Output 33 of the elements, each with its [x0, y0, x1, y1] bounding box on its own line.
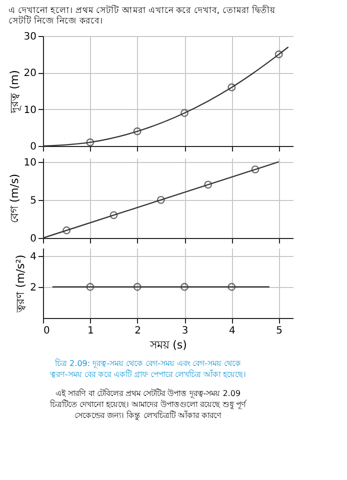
y-axis-title: ত্বরণ (m/s²) — [14, 254, 28, 314]
x-tick-label: 3 — [182, 326, 188, 336]
y-tick-label: 0 — [30, 234, 36, 244]
point — [86, 138, 94, 146]
text: চিত্র 2.09: দূরত্ব-সময় থেকে বেগ-সময় এবং বেগ-সময় থেকে ত্বরণ-সময় বের করে একটি গ্রাফ পেপারে লেখচিত্র আঁকা হয়েছে। — [48, 359, 246, 379]
x-tick-label: 5 — [276, 326, 283, 336]
point — [274, 50, 283, 58]
x-tick-label: 2 — [134, 326, 142, 336]
point — [251, 165, 260, 174]
y-tick-label: 2 — [30, 282, 36, 294]
point — [204, 180, 212, 189]
point — [156, 196, 165, 204]
chart-title: এ দেখানো হলো। প্রথম সেটটি আমরা এখানে করে দেখাব, তোমরা দ্বিতীয় সেটটি নিজে নিজে করবে। — [8, 4, 276, 26]
y-axis-title: দূরত্ব (m) — [8, 70, 21, 114]
point — [62, 226, 71, 234]
text: এই সারণি বা টেবিলের প্রথম সেটটির উপাত্ত দূরত্ব-সময় 2.09 চিত্রটিতে দেখানো হয়েছে। আমাদের উপাত্তগুলো রয়েছে শুধু পূর্ণ সেকেন্ডের জন্য। কিন্তু লেখচিত্রটি আঁকার কারণে — [49, 388, 247, 420]
y-tick-label: 20 — [24, 68, 36, 80]
point — [110, 211, 118, 220]
x-axis-title: সময় (s) — [149, 338, 187, 352]
x-tick-label: 4 — [228, 326, 236, 336]
y-tick-label: 5 — [30, 195, 36, 206]
point — [180, 109, 188, 117]
line-series — [42, 46, 289, 147]
y-tick-label: 10 — [24, 104, 36, 116]
y-tick-label: 0 — [30, 142, 36, 152]
y-tick-label: 30 — [24, 32, 36, 42]
x-tick-label: 0 — [44, 326, 50, 336]
point — [228, 83, 236, 92]
point — [133, 127, 142, 136]
y-tick-label: 10 — [24, 157, 36, 168]
x-tick-label: 1 — [87, 326, 94, 336]
y-tick-label: 4 — [30, 251, 36, 262]
y-axis-title: বেগ (m/s) — [8, 174, 21, 224]
